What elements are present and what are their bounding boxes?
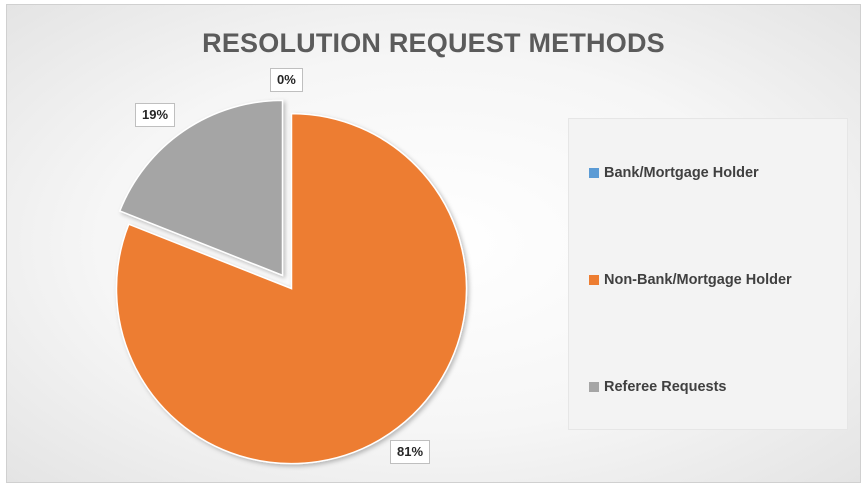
data-label-referee: 19%	[135, 103, 176, 127]
legend-label-non-bank: Non-Bank/Mortgage Holder	[604, 272, 792, 288]
legend-item-referee: Referee Requests	[589, 379, 727, 395]
slice-referee	[118, 99, 284, 277]
legend-swatch-referee	[589, 382, 599, 392]
legend-swatch-non-bank	[589, 275, 599, 285]
legend-item-non-bank: Non-Bank/Mortgage Holder	[589, 272, 792, 288]
chart-title: RESOLUTION REQUEST METHODS	[202, 28, 665, 58]
legend: Bank/Mortgage Holder Non-Bank/Mortgage H…	[568, 118, 848, 430]
legend-item-bank: Bank/Mortgage Holder	[589, 165, 759, 181]
legend-swatch-bank	[589, 168, 599, 178]
data-label-non-bank: 81%	[390, 440, 431, 464]
slice-non-bank	[115, 112, 468, 465]
legend-label-bank: Bank/Mortgage Holder	[604, 165, 759, 181]
legend-label-referee: Referee Requests	[604, 379, 727, 395]
data-label-bank: 0%	[270, 68, 303, 92]
